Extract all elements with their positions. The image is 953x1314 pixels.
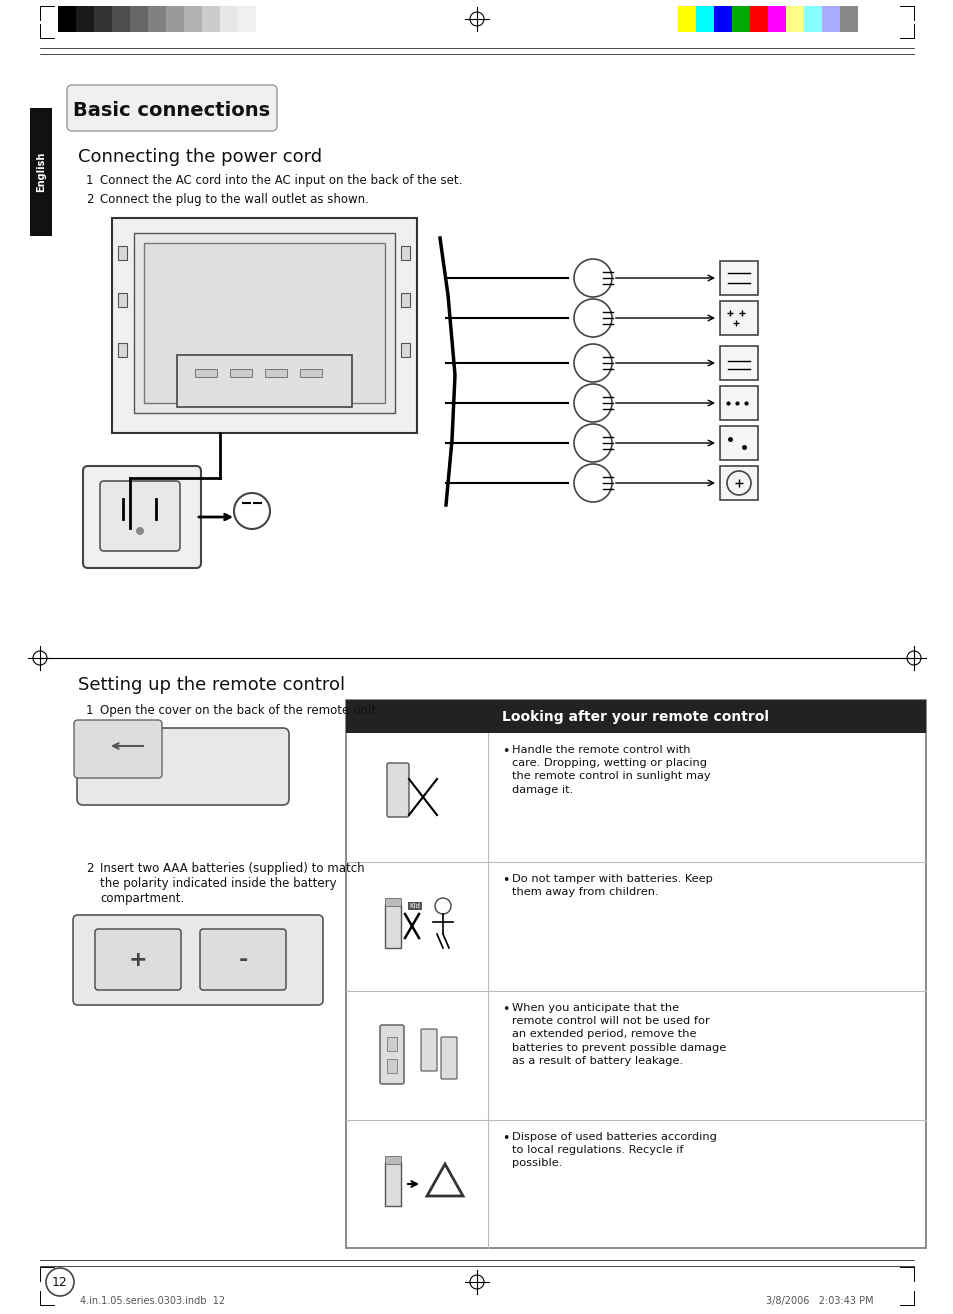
FancyBboxPatch shape bbox=[83, 466, 201, 568]
Circle shape bbox=[136, 527, 144, 535]
Bar bbox=[237, 7, 255, 32]
Bar bbox=[58, 7, 76, 32]
Text: Basic connections: Basic connections bbox=[73, 100, 271, 120]
Text: Connect the AC cord into the AC input on the back of the set.: Connect the AC cord into the AC input on… bbox=[100, 173, 462, 187]
Bar bbox=[385, 904, 400, 947]
Bar bbox=[720, 301, 758, 335]
Text: Handle the remote control with
care. Dropping, wetting or placing
the remote con: Handle the remote control with care. Dro… bbox=[512, 745, 710, 795]
Bar bbox=[387, 1059, 396, 1074]
Bar bbox=[194, 369, 216, 377]
Bar bbox=[76, 7, 94, 32]
Bar bbox=[177, 355, 352, 407]
Bar bbox=[118, 343, 127, 357]
Text: 2: 2 bbox=[86, 193, 93, 206]
Bar bbox=[387, 1037, 396, 1051]
Text: •: • bbox=[501, 745, 509, 758]
Bar bbox=[184, 7, 202, 32]
Text: •: • bbox=[501, 1131, 509, 1144]
Bar bbox=[118, 293, 127, 307]
Bar bbox=[346, 700, 925, 733]
Bar bbox=[767, 7, 785, 32]
Text: Connecting the power cord: Connecting the power cord bbox=[78, 148, 322, 166]
Bar bbox=[265, 369, 287, 377]
Text: Setting up the remote control: Setting up the remote control bbox=[78, 675, 345, 694]
Text: -: - bbox=[238, 950, 248, 970]
Bar bbox=[30, 108, 52, 237]
Text: Do not tamper with batteries. Keep
them away from children.: Do not tamper with batteries. Keep them … bbox=[512, 874, 712, 897]
Bar bbox=[720, 466, 758, 501]
Text: •: • bbox=[501, 1003, 509, 1016]
Bar bbox=[840, 7, 857, 32]
Bar bbox=[118, 246, 127, 260]
Bar bbox=[220, 7, 237, 32]
Bar bbox=[148, 7, 166, 32]
FancyBboxPatch shape bbox=[387, 763, 409, 817]
Text: Open the cover on the back of the remote unit.: Open the cover on the back of the remote… bbox=[100, 704, 379, 717]
Bar bbox=[112, 218, 416, 434]
Bar bbox=[230, 369, 252, 377]
Text: Looking after your remote control: Looking after your remote control bbox=[502, 710, 769, 724]
Bar bbox=[720, 426, 758, 460]
Text: 1: 1 bbox=[86, 173, 93, 187]
Bar bbox=[144, 243, 385, 403]
Bar bbox=[385, 1162, 400, 1206]
FancyBboxPatch shape bbox=[74, 720, 162, 778]
Bar bbox=[678, 7, 696, 32]
FancyBboxPatch shape bbox=[440, 1037, 456, 1079]
Bar bbox=[400, 343, 410, 357]
Text: When you anticipate that the
remote control will not be used for
an extended per: When you anticipate that the remote cont… bbox=[512, 1003, 725, 1066]
Bar bbox=[130, 7, 148, 32]
Bar bbox=[133, 233, 395, 413]
Bar bbox=[713, 7, 731, 32]
FancyBboxPatch shape bbox=[95, 929, 181, 989]
Bar bbox=[720, 386, 758, 420]
Bar bbox=[346, 700, 925, 1248]
Bar bbox=[166, 7, 184, 32]
Bar bbox=[803, 7, 821, 32]
Bar bbox=[255, 7, 274, 32]
FancyBboxPatch shape bbox=[67, 85, 276, 131]
Text: Dispose of used batteries according
to local regulations. Recycle if
possible.: Dispose of used batteries according to l… bbox=[512, 1131, 716, 1168]
Bar bbox=[785, 7, 803, 32]
Bar bbox=[385, 897, 400, 905]
Bar bbox=[696, 7, 713, 32]
Bar bbox=[749, 7, 767, 32]
Text: Connect the plug to the wall outlet as shown.: Connect the plug to the wall outlet as s… bbox=[100, 193, 369, 206]
Text: +: + bbox=[129, 950, 147, 970]
Text: 3/8/2006   2:03:43 PM: 3/8/2006 2:03:43 PM bbox=[765, 1296, 873, 1306]
Text: 4.in.1.05.series.0303.indb  12: 4.in.1.05.series.0303.indb 12 bbox=[80, 1296, 225, 1306]
Text: English: English bbox=[36, 152, 46, 192]
Text: 1: 1 bbox=[86, 704, 93, 717]
Text: Insert two AAA batteries (supplied) to match
the polarity indicated inside the b: Insert two AAA batteries (supplied) to m… bbox=[100, 862, 364, 905]
Bar bbox=[202, 7, 220, 32]
Bar bbox=[720, 346, 758, 380]
Text: •: • bbox=[501, 874, 509, 887]
FancyBboxPatch shape bbox=[200, 929, 286, 989]
Bar bbox=[385, 1156, 400, 1164]
Text: Kid: Kid bbox=[409, 903, 420, 909]
Bar bbox=[400, 246, 410, 260]
FancyBboxPatch shape bbox=[77, 728, 289, 805]
Text: 12: 12 bbox=[52, 1276, 68, 1289]
Bar bbox=[94, 7, 112, 32]
FancyBboxPatch shape bbox=[73, 915, 323, 1005]
Bar bbox=[720, 261, 758, 296]
FancyBboxPatch shape bbox=[379, 1025, 403, 1084]
Bar bbox=[112, 7, 130, 32]
Text: 2: 2 bbox=[86, 862, 93, 875]
FancyBboxPatch shape bbox=[420, 1029, 436, 1071]
Bar bbox=[400, 293, 410, 307]
Bar bbox=[731, 7, 749, 32]
Bar bbox=[299, 369, 322, 377]
Bar bbox=[821, 7, 840, 32]
FancyBboxPatch shape bbox=[100, 481, 180, 551]
